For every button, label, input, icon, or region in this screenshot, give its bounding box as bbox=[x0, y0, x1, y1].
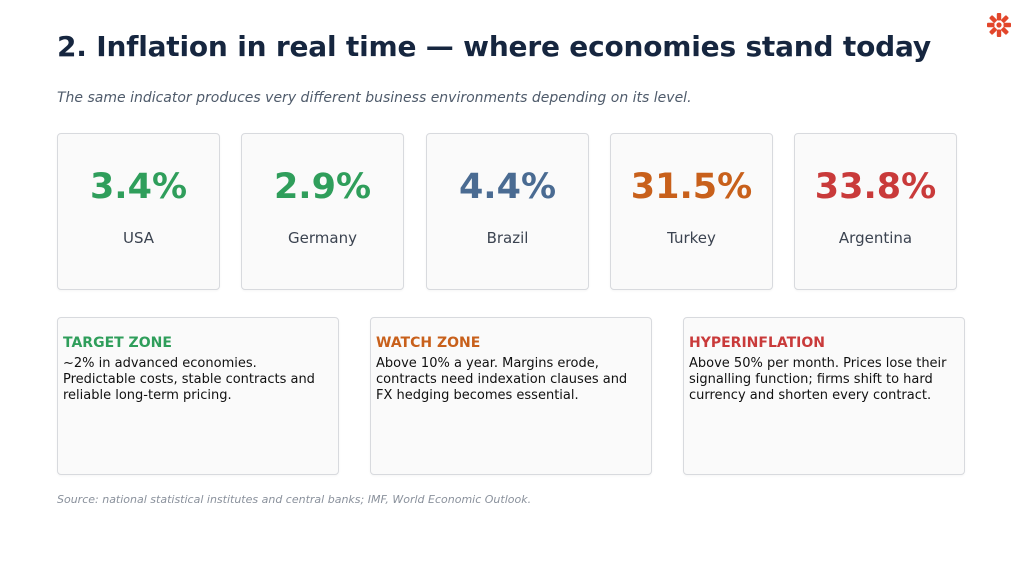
zone-description: ~2% in advanced economies. Predictable c… bbox=[63, 356, 315, 403]
red-star-burst-icon bbox=[987, 13, 1011, 37]
stat-label: Brazil bbox=[486, 229, 529, 247]
stat-value: 2.9% bbox=[273, 167, 372, 207]
stat-card-usa: 3.4% USA bbox=[57, 133, 220, 290]
stat-label: Argentina bbox=[838, 229, 913, 247]
zone-title: HYPERINFLATION bbox=[689, 335, 825, 351]
zone-card-hyperinflation: HYPERINFLATION Above 50% per month. Pric… bbox=[683, 317, 965, 475]
stat-value: 4.4% bbox=[458, 167, 557, 207]
stat-value: 3.4% bbox=[89, 167, 188, 207]
page-subtitle: The same indicator produces very differe… bbox=[57, 90, 692, 106]
zone-description: Above 10% a year. Margins erode, contrac… bbox=[376, 356, 628, 403]
stat-card-brazil: 4.4% Brazil bbox=[426, 133, 589, 290]
stat-label: USA bbox=[122, 229, 155, 247]
zone-card-watch: WATCH ZONE Above 10% a year. Margins ero… bbox=[370, 317, 652, 475]
stat-label: Turkey bbox=[667, 229, 716, 247]
stat-card-argentina: 33.8% Argentina bbox=[794, 133, 957, 290]
stat-value: 33.8% bbox=[814, 167, 937, 207]
stat-label: Germany bbox=[288, 229, 357, 247]
stat-card-turkey: 31.5% Turkey bbox=[610, 133, 773, 290]
page-title: 2. Inflation in real time — where econom… bbox=[57, 30, 931, 63]
zone-title: TARGET ZONE bbox=[63, 335, 172, 351]
stat-value: 31.5% bbox=[630, 167, 753, 207]
zone-title: WATCH ZONE bbox=[376, 335, 481, 351]
zone-description: Above 50% per month. Prices lose their s… bbox=[689, 356, 947, 403]
stat-card-germany: 2.9% Germany bbox=[241, 133, 404, 290]
source-note: Source: national statistical institutes … bbox=[57, 493, 532, 506]
zone-card-target: TARGET ZONE ~2% in advanced economies. P… bbox=[57, 317, 339, 475]
